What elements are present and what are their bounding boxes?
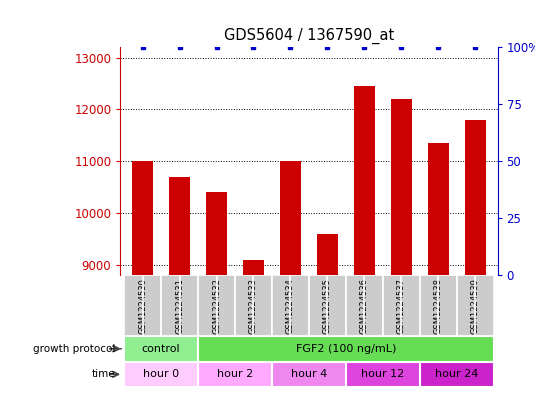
Bar [383, 275, 420, 336]
Bar [235, 275, 272, 336]
Bar [346, 275, 383, 336]
Text: hour 4: hour 4 [291, 369, 327, 379]
Bar [346, 362, 420, 387]
Bar [161, 275, 198, 336]
Text: control: control [142, 344, 180, 354]
Text: hour 0: hour 0 [143, 369, 179, 379]
Text: GSM1224539: GSM1224539 [471, 278, 480, 334]
Text: hour 24: hour 24 [435, 369, 479, 379]
Bar [428, 143, 448, 275]
Text: GSM1224536: GSM1224536 [360, 278, 369, 334]
Bar [132, 161, 152, 275]
Text: GSM1224538: GSM1224538 [434, 278, 443, 334]
Bar [420, 362, 494, 387]
Text: GSM1224535: GSM1224535 [323, 278, 332, 334]
Bar [272, 362, 346, 387]
Bar [198, 362, 272, 387]
Bar [207, 192, 227, 275]
Text: time: time [91, 369, 115, 379]
Bar [465, 120, 486, 275]
Bar [420, 275, 457, 336]
Bar [391, 99, 411, 275]
Text: FGF2 (100 ng/mL): FGF2 (100 ng/mL) [296, 344, 396, 354]
Bar [198, 336, 494, 362]
Bar [354, 86, 374, 275]
Text: GSM1224532: GSM1224532 [212, 278, 221, 334]
Text: GSM1224533: GSM1224533 [249, 278, 258, 334]
Bar [124, 275, 161, 336]
Text: GSM1224534: GSM1224534 [286, 278, 295, 334]
Bar [243, 259, 264, 275]
Bar [124, 362, 198, 387]
Title: GDS5604 / 1367590_at: GDS5604 / 1367590_at [224, 28, 394, 44]
Text: GSM1224537: GSM1224537 [397, 278, 406, 334]
Text: GSM1224530: GSM1224530 [138, 278, 147, 334]
Text: hour 12: hour 12 [361, 369, 404, 379]
Bar [280, 161, 301, 275]
Bar [457, 275, 494, 336]
Text: growth protocol: growth protocol [33, 344, 115, 354]
Bar [272, 275, 309, 336]
Bar [198, 275, 235, 336]
Bar [124, 336, 198, 362]
Bar [170, 177, 190, 275]
Text: GSM1224531: GSM1224531 [175, 278, 184, 334]
Text: hour 2: hour 2 [217, 369, 253, 379]
Bar [317, 234, 338, 275]
Bar [309, 275, 346, 336]
